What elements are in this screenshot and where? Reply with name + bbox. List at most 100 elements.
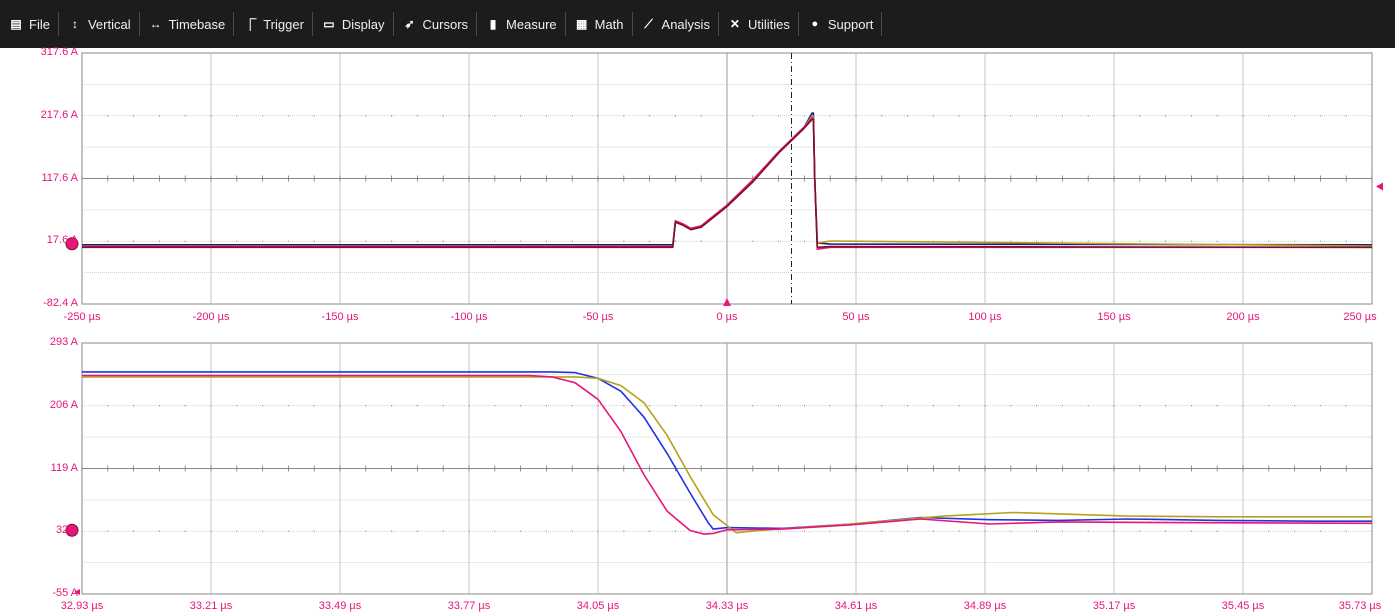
- grid-dot: [649, 405, 651, 407]
- grid-dot: [1345, 405, 1347, 407]
- zoom-left-arrow-icon[interactable]: [74, 589, 80, 595]
- grid-dot: [339, 405, 341, 407]
- grid-dot: [236, 115, 238, 117]
- menu-utilities[interactable]: ✕ Utilities: [719, 12, 799, 36]
- x-tick-label: 33.77 µs: [447, 600, 491, 612]
- x-tick-label: 32.93 µs: [60, 600, 104, 612]
- grid-dot: [545, 405, 547, 407]
- display-icon: ▭: [323, 17, 335, 31]
- grid-dot: [907, 405, 909, 407]
- grid-dot: [932, 115, 934, 117]
- grid-dot: [674, 405, 676, 407]
- grid-dot: [107, 405, 109, 407]
- grid-dot: [1294, 405, 1296, 407]
- menu-trigger[interactable]: ⎾ Trigger: [234, 12, 313, 36]
- grid-dot: [1268, 530, 1270, 532]
- menu-file[interactable]: ▤ File: [0, 12, 59, 36]
- menu-label: Support: [827, 16, 874, 32]
- menu-measure[interactable]: ▮ Measure: [477, 12, 566, 36]
- grid-dot: [287, 405, 289, 407]
- menu-label: Utilities: [747, 16, 790, 32]
- grid-dot: [1139, 530, 1141, 532]
- grid-dot: [597, 530, 599, 532]
- x-tick-label: 35.17 µs: [1092, 600, 1136, 612]
- trigger-flag-icon: ⎾: [244, 17, 257, 32]
- trigger-level-marker[interactable]: [1376, 182, 1383, 191]
- grid-dot: [1345, 530, 1347, 532]
- grid-dot: [1345, 115, 1347, 117]
- grid-dot: [1242, 240, 1244, 242]
- grid-dot: [1216, 240, 1218, 242]
- grid-dot: [494, 240, 496, 242]
- grid-dot: [520, 530, 522, 532]
- grid-dot: [210, 530, 212, 532]
- grid-dot: [468, 530, 470, 532]
- grid-dot: [133, 115, 135, 117]
- grid-dot: [313, 405, 315, 407]
- menu-display[interactable]: ▭ Display: [313, 12, 394, 36]
- bottom-panel: [65, 342, 1373, 595]
- grid-dot: [236, 405, 238, 407]
- grid-dot: [210, 240, 212, 242]
- grid-dot: [1036, 405, 1038, 407]
- cursor-pointer-icon: ➶: [404, 17, 415, 31]
- grid-dot: [391, 240, 393, 242]
- grid-dot: [1190, 240, 1192, 242]
- grid-dot: [262, 530, 264, 532]
- grid-dot: [1165, 240, 1167, 242]
- grid-dot: [313, 530, 315, 532]
- menu-cursors[interactable]: ➶ Cursors: [394, 12, 478, 36]
- grid-dot: [107, 115, 109, 117]
- menu-math[interactable]: ▦ Math: [566, 12, 633, 36]
- grid-dot: [1371, 530, 1373, 532]
- grid-dot: [545, 240, 547, 242]
- grid-dot: [778, 530, 780, 532]
- grid-dot: [1061, 240, 1063, 242]
- channel-ground-marker[interactable]: [65, 523, 79, 537]
- menu-label: Analysis: [661, 16, 710, 32]
- menu-support[interactable]: ● Support: [799, 12, 883, 36]
- grid-dot: [339, 240, 341, 242]
- trigger-position-marker[interactable]: [723, 298, 731, 306]
- menu-label: Display: [341, 16, 385, 32]
- grid-dot: [1268, 115, 1270, 117]
- grid-dot: [803, 530, 805, 532]
- calculator-icon: ▦: [575, 17, 588, 31]
- grid-dot: [339, 115, 341, 117]
- measure-icon: ▮: [489, 17, 497, 31]
- menu-timebase[interactable]: ↔ Timebase: [140, 12, 235, 36]
- grid-dot: [545, 530, 547, 532]
- menu-label: Cursors: [422, 16, 469, 32]
- grid-dot: [1242, 405, 1244, 407]
- grid-dot: [571, 530, 573, 532]
- y-tick-label: 32 A: [55, 524, 78, 537]
- grid-dot: [81, 405, 83, 407]
- grid-dot: [700, 530, 702, 532]
- grid-dot: [984, 405, 986, 407]
- menu-analysis[interactable]: ⟋ Analysis: [633, 12, 719, 36]
- grid-dot: [1010, 115, 1012, 117]
- grid-dot: [210, 115, 212, 117]
- menu-vertical[interactable]: ↕ Vertical: [59, 12, 140, 36]
- grid-dot: [752, 240, 754, 242]
- grid-dot: [597, 115, 599, 117]
- x-tick-label: 34.33 µs: [705, 600, 749, 612]
- grid-dot: [1294, 530, 1296, 532]
- grid-dot: [623, 405, 625, 407]
- menu-label: Trigger: [263, 16, 304, 32]
- x-tick-label: 35.73 µs: [1338, 600, 1382, 612]
- channel-ground-marker[interactable]: [65, 237, 79, 251]
- x-tick-label: 34.61 µs: [834, 600, 878, 612]
- grid-dot: [778, 405, 780, 407]
- grid-dot: [236, 240, 238, 242]
- grid-dot: [1242, 115, 1244, 117]
- grid-dot: [545, 115, 547, 117]
- grid-dot: [1294, 240, 1296, 242]
- grid-dot: [520, 240, 522, 242]
- grid-dot: [932, 405, 934, 407]
- bottom-trace-1: [82, 376, 1372, 534]
- grid-dot: [158, 405, 160, 407]
- x-tick-label: 200 µs: [1226, 311, 1260, 323]
- menu-label: Timebase: [168, 16, 226, 32]
- grid-dot: [133, 530, 135, 532]
